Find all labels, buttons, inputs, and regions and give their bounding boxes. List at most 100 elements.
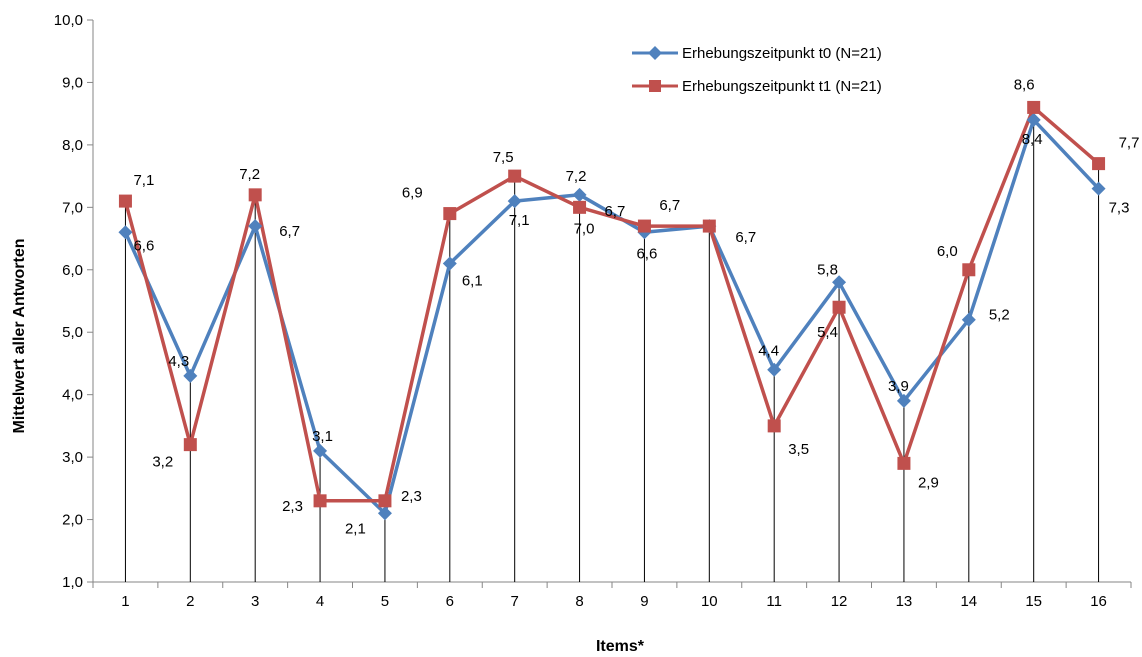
data-label-t0: 7,2 — [566, 168, 587, 185]
data-point-t1 — [183, 438, 197, 452]
x-tick-label: 7 — [511, 593, 519, 610]
series-line-t0 — [123, 118, 1100, 516]
data-point-t1 — [508, 169, 522, 183]
data-label-t0: 5,8 — [817, 261, 838, 278]
data-label-t1: 7,1 — [133, 172, 154, 189]
data-label-t1: 7,2 — [239, 166, 260, 183]
legend-marker-t0 — [648, 46, 662, 60]
data-label-t1: 6,7 — [604, 203, 625, 220]
data-point-t1 — [702, 219, 716, 233]
x-axis-title: Items* — [596, 638, 645, 655]
data-label-t0: 3,9 — [888, 378, 909, 395]
data-label-t1: 2,9 — [918, 474, 939, 491]
x-tick-label: 14 — [960, 593, 977, 610]
data-point-t1 — [1027, 100, 1041, 114]
data-point-t1 — [443, 207, 457, 221]
data-label-t0: 5,2 — [989, 307, 1010, 324]
data-point-t1 — [897, 456, 911, 470]
data-point-t0 — [313, 443, 328, 458]
data-point-t0 — [1091, 181, 1106, 196]
y-tick-label: 6,0 — [62, 262, 83, 279]
data-point-t1 — [313, 494, 327, 508]
y-tick-label: 10,0 — [54, 12, 83, 29]
data-point-t1 — [637, 219, 651, 233]
data-label-t1: 6,0 — [937, 243, 958, 260]
x-tick-label: 11 — [766, 593, 782, 610]
legend-marker-t1 — [649, 80, 661, 92]
data-point-t1 — [767, 419, 781, 433]
y-tick-label: 1,0 — [62, 574, 83, 591]
data-point-t0 — [442, 256, 457, 271]
legend-label-t1: Erhebungszeitpunkt t1 (N=21) — [682, 78, 882, 95]
x-tick-label: 9 — [640, 593, 648, 610]
data-point-t1 — [573, 200, 587, 214]
data-label-t0: 6,6 — [636, 245, 657, 262]
data-label-t1: 8,6 — [1014, 76, 1035, 93]
x-tick-label: 3 — [251, 593, 259, 610]
data-label-t1: 5,4 — [817, 324, 838, 341]
data-point-t0 — [767, 362, 782, 377]
data-point-t1 — [118, 194, 132, 208]
y-tick-label: 7,0 — [62, 199, 83, 216]
data-point-t0 — [248, 219, 263, 234]
data-label-t1: 7,5 — [493, 149, 514, 166]
y-tick-label: 5,0 — [62, 324, 83, 341]
data-label-t0: 2,1 — [345, 520, 366, 537]
legend: Erhebungszeitpunkt t0 (N=21) Erhebungsze… — [632, 45, 882, 95]
data-point-t1 — [962, 263, 976, 277]
data-label-t0: 7,3 — [1109, 200, 1130, 217]
drop-lines — [124, 107, 1100, 582]
data-label-t0: 7,1 — [509, 212, 530, 229]
data-point-t0 — [1026, 112, 1041, 127]
data-point-t1 — [248, 188, 262, 202]
data-point-t0 — [572, 187, 587, 202]
data-point-t1 — [378, 494, 392, 508]
data-point-t1 — [832, 300, 846, 314]
y-tick-label: 8,0 — [62, 137, 83, 154]
series-line-t1 — [123, 105, 1100, 503]
data-point-t0 — [377, 506, 392, 521]
y-tick-label: 4,0 — [62, 387, 83, 404]
data-point-t0 — [961, 312, 976, 327]
y-tick-label: 2,0 — [62, 512, 83, 529]
x-tick-label: 13 — [896, 593, 913, 610]
y-tick-label: 9,0 — [62, 74, 83, 91]
data-point-t0 — [507, 194, 522, 209]
data-label-t0: 6,6 — [133, 237, 154, 254]
x-tick-label: 8 — [575, 593, 583, 610]
series-group — [118, 100, 1106, 521]
data-point-t0 — [896, 393, 911, 408]
x-tick-label: 1 — [121, 593, 129, 610]
x-tick-label: 4 — [316, 593, 324, 610]
x-tick-label: 16 — [1090, 593, 1107, 610]
data-labels: 6,6 4,3 6,7 3,1 2,1 6,1 7,1 7,2 6,6 6,7 4,4 5,8 3,9 5… — [133, 76, 1139, 537]
data-label-t1: 2,3 — [282, 498, 303, 515]
data-label-t0: 6,1 — [462, 273, 483, 290]
data-label-t0: 4,4 — [758, 343, 779, 360]
data-label-t0: 8,4 — [1022, 131, 1043, 148]
data-label-t1: 7,7 — [1119, 135, 1140, 152]
data-point-t0 — [832, 275, 847, 290]
data-label-t1: 7,0 — [574, 220, 595, 237]
y-tick-label: 3,0 — [62, 449, 83, 466]
x-tick-label: 2 — [186, 593, 194, 610]
x-tick-label: 6 — [446, 593, 454, 610]
data-label-t0: 6,7 — [735, 229, 756, 246]
data-label-t1: 3,2 — [152, 454, 173, 471]
legend-label-t0: Erhebungszeitpunkt t0 (N=21) — [682, 45, 882, 62]
data-label-t0: 3,1 — [312, 428, 333, 445]
chart-axes: 1,02,03,04,05,06,07,08,09,010,01 2 3 4 5 6 7 8 9… — [54, 12, 1132, 610]
data-label-t0: 4,3 — [168, 353, 189, 370]
y-axis-title: Mittelwert aller Antworten — [11, 239, 28, 434]
data-point-t0 — [183, 368, 198, 383]
data-label-t1: 6,7 — [659, 197, 680, 214]
x-tick-label: 5 — [381, 593, 389, 610]
data-label-t1: 6,9 — [402, 185, 423, 202]
x-tick-label: 12 — [831, 593, 848, 610]
data-point-t1 — [1092, 157, 1106, 171]
data-label-t0: 6,7 — [279, 223, 300, 240]
x-tick-label: 10 — [701, 593, 718, 610]
data-point-t0 — [118, 225, 133, 240]
data-label-t1: 2,3 — [401, 488, 422, 505]
